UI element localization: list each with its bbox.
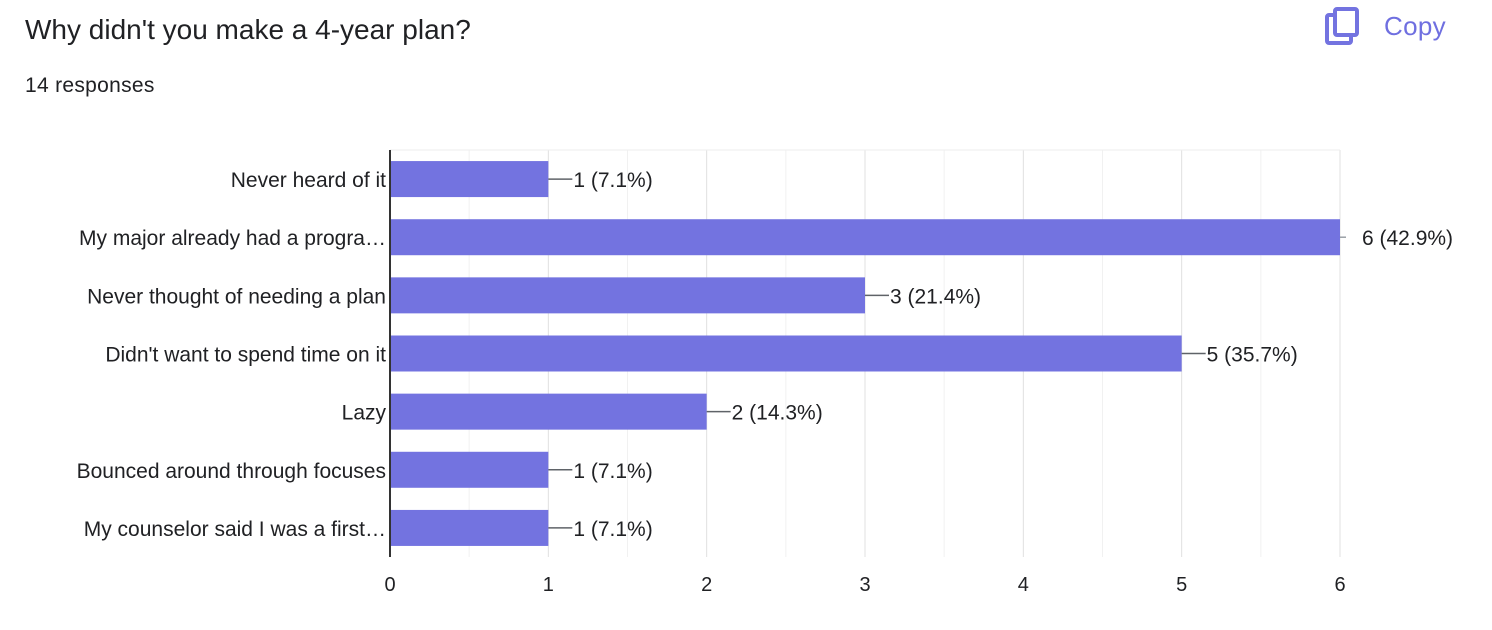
- bar: [390, 335, 1182, 372]
- category-label: Bounced around through focuses: [77, 460, 386, 483]
- data-label: 2 (14.3%): [732, 402, 823, 425]
- x-tick-label: 5: [1176, 574, 1187, 596]
- x-tick-label: 4: [1018, 574, 1029, 596]
- copy-icon: [1322, 6, 1362, 46]
- category-label: My major already had a progra…: [79, 227, 386, 250]
- data-label: 5 (35.7%): [1207, 344, 1298, 367]
- category-label: Lazy: [342, 402, 387, 425]
- category-label: Never heard of it: [231, 169, 386, 192]
- category-label: Didn't want to spend time on it: [105, 344, 386, 367]
- bar: [390, 393, 707, 430]
- x-tick-label: 2: [701, 574, 712, 596]
- data-label: 1 (7.1%): [573, 460, 652, 483]
- x-tick-label: 0: [384, 574, 395, 596]
- bar: [390, 277, 865, 314]
- bar: [390, 161, 549, 198]
- x-tick-label: 6: [1334, 574, 1345, 596]
- data-label: 3 (21.4%): [890, 285, 981, 308]
- copy-label: Copy: [1384, 10, 1446, 41]
- data-label: 6 (42.9%): [1362, 227, 1453, 250]
- copy-button[interactable]: Copy: [1322, 4, 1446, 48]
- question-title: Why didn't you make a 4-year plan?: [25, 14, 471, 45]
- data-label: 1 (7.1%): [573, 518, 652, 541]
- bar: [390, 219, 1340, 256]
- x-tick-label: 1: [543, 574, 554, 596]
- category-label: Never thought of needing a plan: [87, 285, 386, 308]
- bar: [390, 451, 549, 488]
- bar: [390, 509, 549, 546]
- category-label: My counselor said I was a first…: [84, 518, 386, 541]
- x-tick-label: 3: [859, 574, 870, 596]
- data-label: 1 (7.1%): [573, 169, 652, 192]
- response-count: 14 responses: [25, 74, 155, 97]
